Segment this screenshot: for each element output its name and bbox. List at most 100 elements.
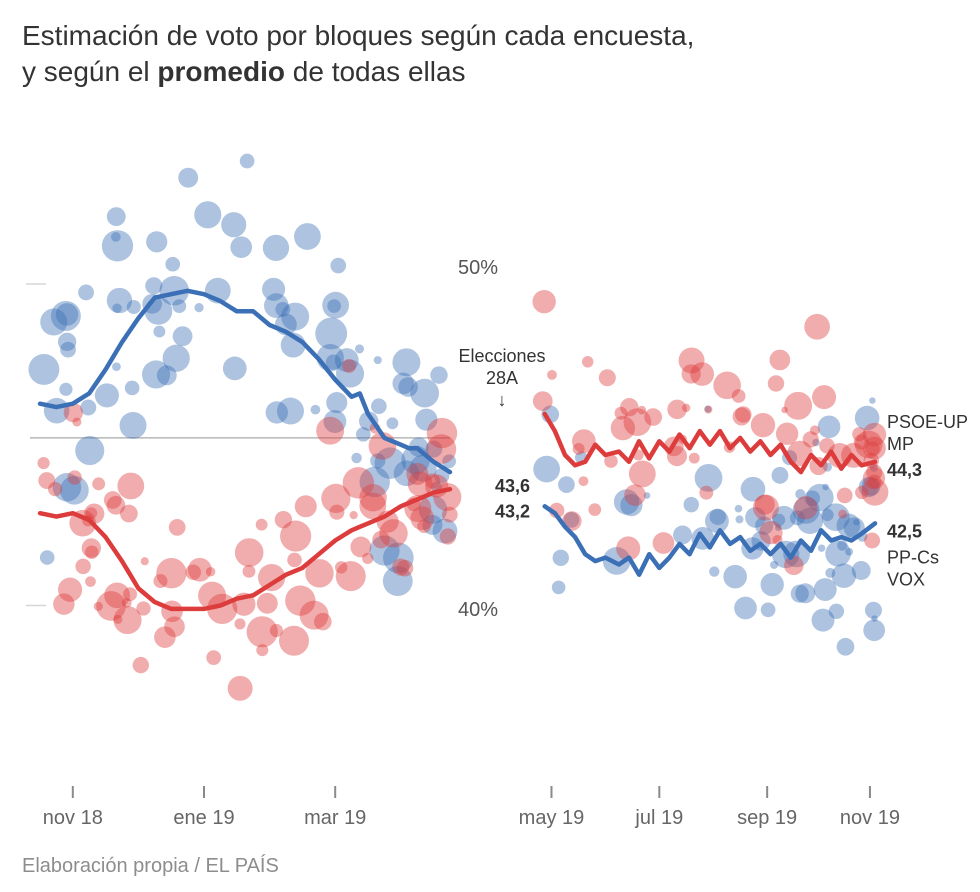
scatter-point — [372, 531, 390, 549]
scatter-point — [838, 510, 847, 519]
scatter-point — [558, 476, 575, 493]
scatter-point — [285, 585, 315, 615]
scatter-point — [221, 212, 246, 237]
scatter-point — [178, 168, 198, 188]
scatter-point — [113, 615, 122, 624]
scatter-point — [761, 603, 776, 618]
scatter-point — [784, 392, 812, 420]
scatter-point — [759, 521, 782, 544]
scatter-point — [371, 398, 387, 414]
scatter-point — [679, 347, 705, 373]
source-credit: Elaboración propia / EL PAÍS — [22, 855, 279, 878]
scatter-point — [644, 408, 662, 426]
x-tick-label: nov 19 — [840, 807, 900, 829]
scatter-point — [355, 344, 364, 353]
scatter-point — [761, 573, 784, 596]
scatter-point — [329, 505, 344, 520]
scatter-point — [72, 417, 81, 426]
scatter-point — [684, 497, 699, 512]
scatter-point — [599, 369, 616, 386]
scatter-point — [582, 356, 593, 367]
scatter-point — [392, 348, 420, 376]
scatter-point — [58, 578, 82, 602]
scatter-point — [864, 533, 880, 549]
scatter-point — [294, 223, 321, 250]
scatter-point — [818, 544, 825, 551]
scatter-point — [753, 495, 779, 521]
scatter-point — [59, 383, 72, 396]
y-grid-label: 50% — [458, 257, 498, 279]
election-result-blue: 43,2 — [495, 501, 530, 521]
scatter-point — [705, 509, 729, 533]
scatter-point — [624, 484, 646, 506]
scatter-point — [532, 290, 555, 313]
scatter-point — [104, 582, 130, 608]
scatter-point — [234, 618, 245, 629]
scatter-point — [350, 537, 371, 558]
scatter-point — [533, 456, 560, 483]
scatter-point — [818, 416, 841, 439]
scatter-point — [425, 473, 440, 488]
scatter-point — [194, 303, 203, 312]
scatter-point — [256, 519, 268, 531]
scatter-point — [410, 379, 439, 408]
scatter-point — [173, 326, 193, 346]
scatter-point — [102, 230, 133, 261]
scatter-point — [723, 565, 747, 589]
scatter-point — [832, 563, 856, 587]
scatter-point — [638, 406, 647, 415]
scatter-point — [266, 401, 288, 423]
election-annotation: ↓ — [498, 390, 507, 410]
scatter-point — [117, 473, 144, 500]
scatter-point — [335, 561, 347, 573]
scatter-point — [153, 326, 165, 338]
scatter-point — [673, 525, 692, 544]
scatter-point — [795, 583, 815, 603]
scatter-point — [709, 566, 719, 576]
scatter-point — [351, 453, 361, 463]
scatter-point — [235, 538, 264, 567]
scatter-point — [141, 557, 149, 565]
scatter-point — [735, 515, 743, 523]
scatter-point — [40, 309, 67, 336]
scatter-point — [247, 616, 278, 647]
scatter-point — [547, 370, 557, 380]
scatter-point — [327, 299, 341, 313]
scatter-point — [410, 506, 434, 530]
scatter-point — [314, 613, 332, 631]
scatter-point — [629, 460, 656, 487]
scatter-point — [553, 550, 569, 566]
scatter-point — [822, 484, 829, 491]
scatter-point — [699, 486, 713, 500]
scatter-point — [533, 391, 553, 411]
scatter-point — [165, 257, 180, 272]
scatter-point — [85, 576, 96, 587]
scatter-point — [326, 392, 347, 413]
scatter-point — [295, 495, 317, 517]
scatter-point — [275, 511, 292, 528]
scatter-point — [206, 650, 221, 665]
scatter-point — [279, 626, 309, 656]
scatter-point — [28, 354, 59, 385]
scatter-point — [845, 548, 853, 556]
scatter-point — [133, 657, 149, 673]
scatter-point — [852, 427, 866, 441]
scatter-point — [40, 550, 55, 565]
scatter-point — [240, 154, 255, 169]
scatter-point — [125, 381, 140, 396]
scatter-point — [75, 559, 90, 574]
scatter-point — [169, 519, 186, 536]
scatter-point — [104, 491, 122, 509]
end-label-red-value: 44,3 — [887, 460, 922, 480]
chart-svg: 40%50%nov 18ene 19mar 19may 19jul 19sep … — [0, 0, 980, 892]
scatter-point — [374, 356, 382, 364]
scatter-point — [342, 359, 356, 373]
election-result-red: 43,6 — [495, 476, 530, 496]
scatter-point — [350, 511, 358, 519]
scatter-point — [433, 483, 461, 511]
scatter-point — [112, 303, 122, 313]
scatter-point — [154, 626, 176, 648]
y-grid-label: 40% — [458, 599, 498, 621]
scatter-point — [704, 406, 712, 414]
scatter-point — [812, 609, 835, 632]
